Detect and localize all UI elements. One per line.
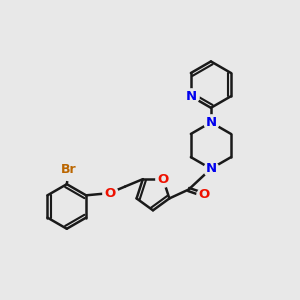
- Text: N: N: [206, 162, 217, 175]
- Text: N: N: [206, 116, 217, 129]
- Text: O: O: [104, 187, 115, 200]
- Text: O: O: [158, 173, 169, 186]
- Text: O: O: [199, 188, 210, 201]
- Text: Br: Br: [61, 163, 77, 176]
- Text: N: N: [185, 90, 197, 103]
